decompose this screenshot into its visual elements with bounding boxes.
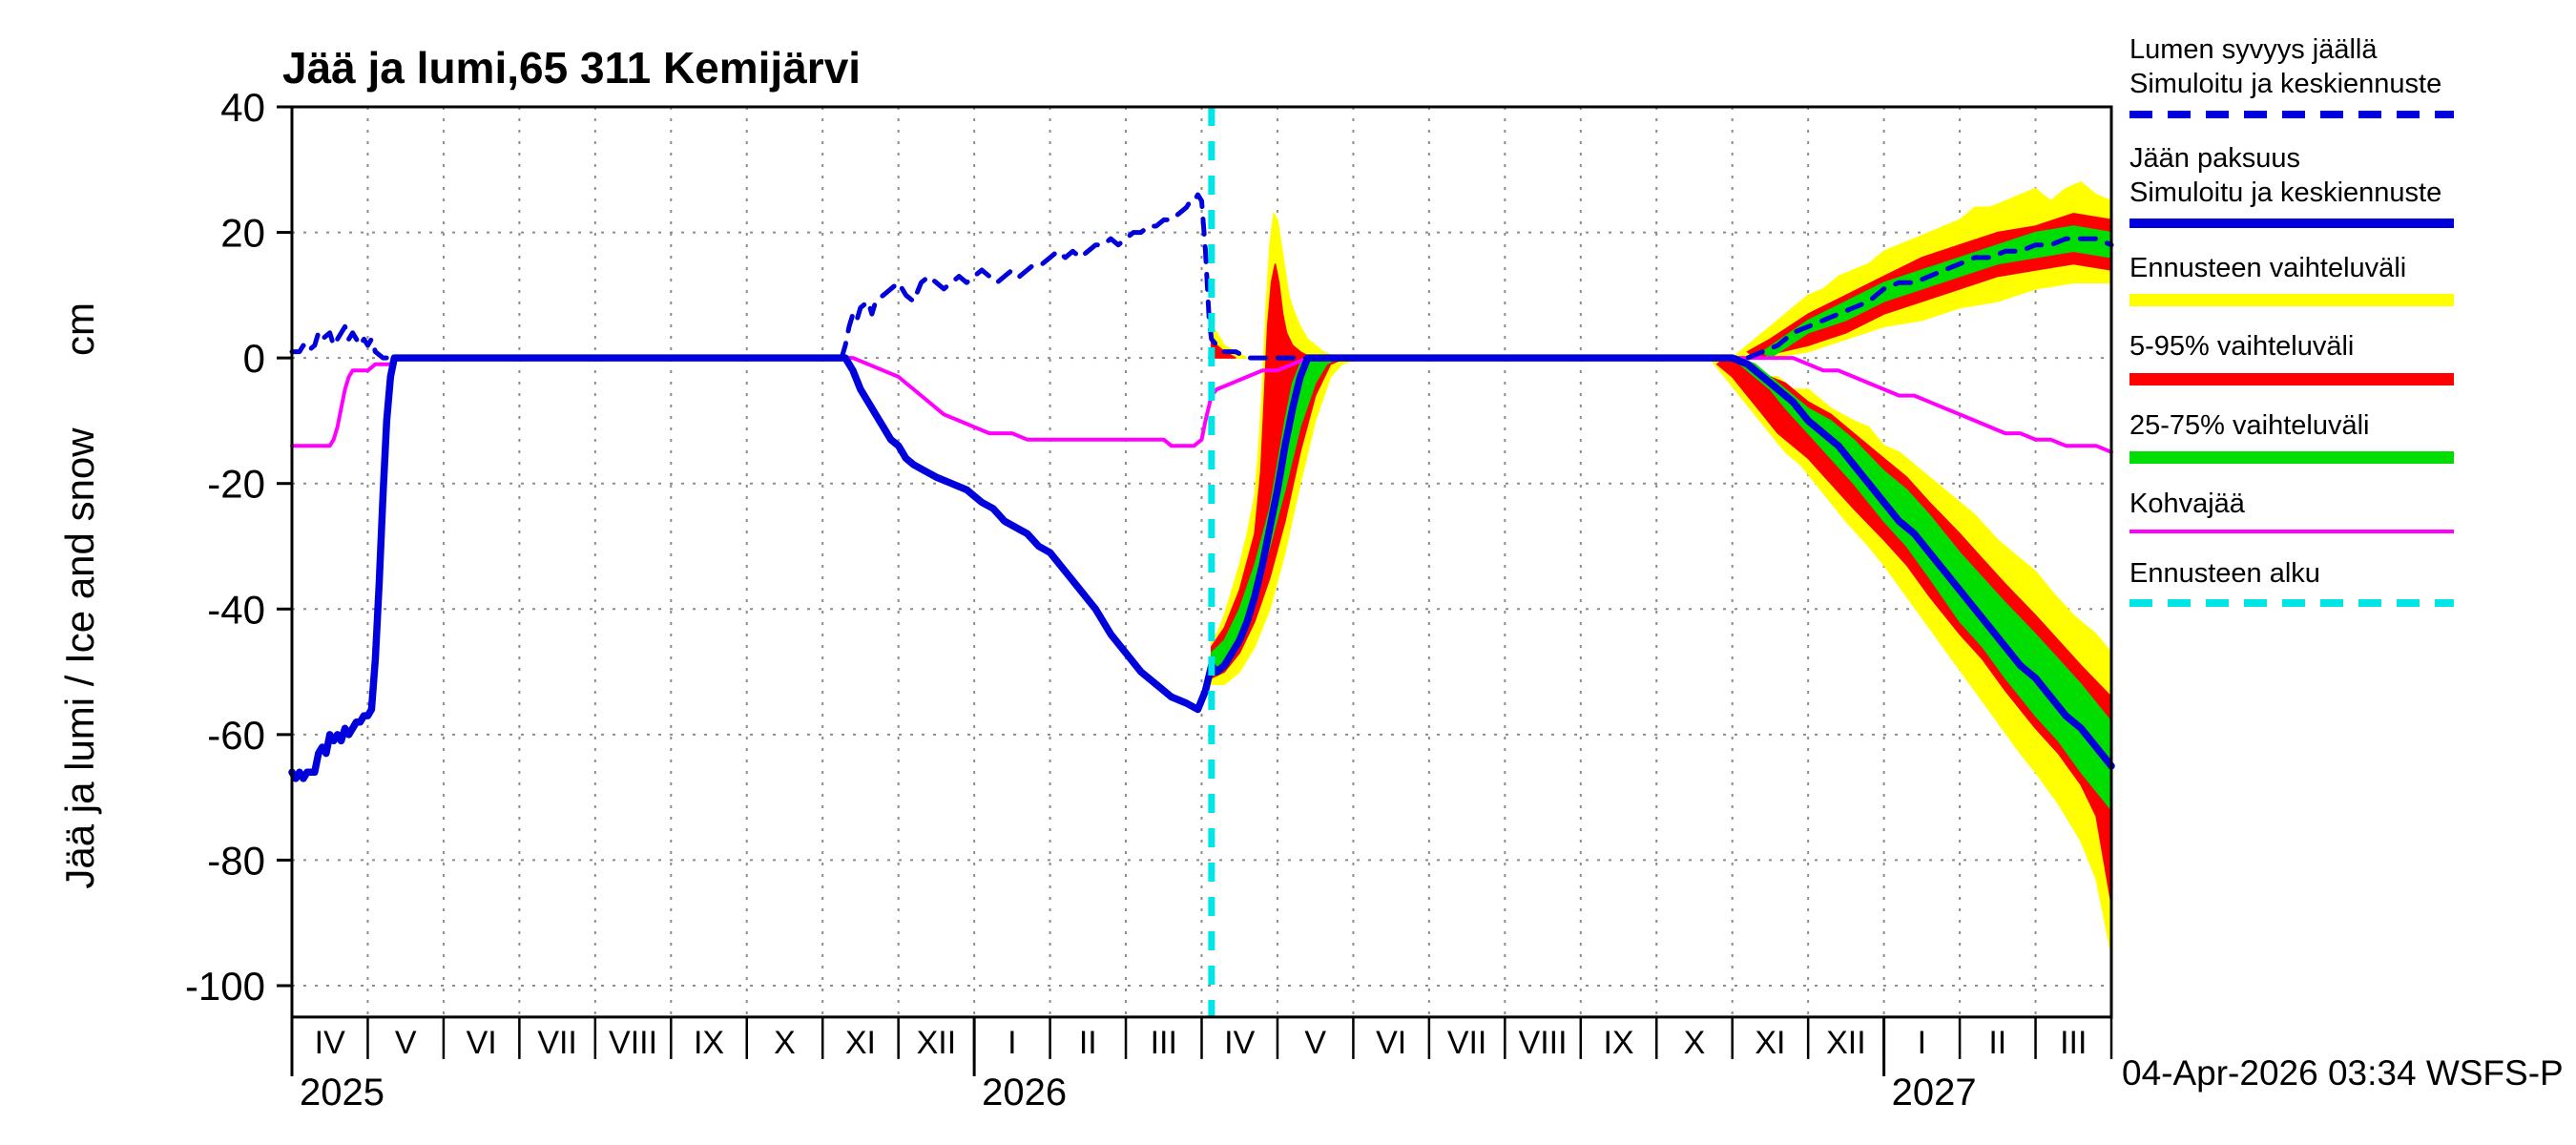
legend-sample-line (2129, 372, 2454, 385)
x-tick-label: V (1304, 1025, 1326, 1061)
series-snow-depth-on-ice (289, 192, 2114, 361)
x-tick-label: III (1151, 1025, 1177, 1061)
legend-label: Ennusteen alku (2129, 558, 2320, 589)
legend-item: Kohvajää (2129, 487, 2568, 533)
legend-item: 5-95% vaihteluväli (2129, 329, 2568, 385)
x-tick-label: VII (537, 1025, 577, 1061)
legend-sample-line (2129, 530, 2454, 533)
x-tick-label: XII (1826, 1025, 1866, 1061)
x-tick-label: III (2060, 1025, 2087, 1061)
y-tick-label: 0 (243, 336, 265, 381)
legend-item: 25-75% vaihteluväli (2129, 408, 2568, 464)
year-label: 2025 (300, 1072, 384, 1114)
y-tick-label: -40 (207, 587, 265, 632)
x-tick-label: X (774, 1025, 796, 1061)
series-ice-thickness (288, 354, 2115, 782)
plot-border (290, 105, 2113, 1019)
timestamp: 04-Apr-2026 03:34 WSFS-P (2122, 1053, 2564, 1093)
legend-label: Kohvajää (2129, 488, 2245, 519)
y-axis-label: Jää ja lumi / Ice and snow (57, 427, 102, 889)
legend-item: Ennusteen alku (2129, 556, 2568, 608)
year-label: 2027 (1892, 1072, 1977, 1114)
y-tick-label: 40 (220, 85, 265, 130)
legend-item: Lumen syvyys jäällä Simuloitu ja keskienn… (2129, 32, 2568, 118)
y-axis-unit-label: cm (57, 302, 102, 356)
x-tick-label: VII (1447, 1025, 1487, 1061)
x-tick-label: II (1079, 1025, 1097, 1061)
x-tick-label: IX (1603, 1025, 1633, 1061)
legend: Lumen syvyys jäällä Simuloitu ja keskienn… (2129, 32, 2568, 630)
legend-item: Ennusteen vaihteluväli (2129, 251, 2568, 307)
legend-label: Lumen syvyys jäällä (2129, 34, 2378, 65)
x-tick-label: VI (1376, 1025, 1406, 1061)
x-tick-label: II (1988, 1025, 2006, 1061)
x-tick-label: IV (315, 1025, 345, 1061)
x-tick-label: VIII (609, 1025, 657, 1061)
legend-label: Simuloitu ja keskiennuste (2129, 177, 2442, 208)
x-tick-label: XI (1755, 1025, 1785, 1061)
y-tick-label: -80 (207, 838, 265, 883)
legend-label: 25-75% vaihteluväli (2129, 409, 2370, 441)
legend-sample-line (2129, 110, 2454, 118)
legend-label: Jään paksuus (2129, 142, 2300, 174)
legend-label: Simuloitu ja keskiennuste (2129, 69, 2442, 100)
x-tick-label: IX (694, 1025, 724, 1061)
gridlines (292, 107, 2111, 1017)
legend-label: Ennusteen vaihteluväli (2129, 253, 2407, 283)
legend-label: 5-95% vaihteluväli (2129, 331, 2355, 363)
legend-sample-line (2129, 219, 2454, 228)
chart-title: Jää ja lumi,65 311 Kemijärvi (282, 43, 862, 93)
x-tick-label: X (1684, 1025, 1706, 1061)
x-tick-label: XI (845, 1025, 876, 1061)
x-tick-label: XII (917, 1025, 957, 1061)
x-tick-label: I (1918, 1025, 1926, 1061)
x-tick-label: IV (1224, 1025, 1255, 1061)
year-label: 2026 (982, 1072, 1067, 1114)
x-tick-label: V (395, 1025, 417, 1061)
legend-sample-line (2129, 450, 2454, 464)
x-tick-label: VI (467, 1025, 497, 1061)
x-tick-label: VIII (1519, 1025, 1568, 1061)
y-tick-label: -20 (207, 462, 265, 507)
x-tick-label: I (1008, 1025, 1016, 1061)
y-tick-label: 20 (220, 211, 265, 256)
y-tick-label: -60 (207, 713, 265, 758)
y-tick-label: -100 (185, 964, 265, 1009)
legend-sample-line (2129, 294, 2454, 307)
legend-item: Jään paksuus Simuloitu ja keskiennuste (2129, 141, 2568, 228)
legend-sample-line (2129, 599, 2454, 608)
